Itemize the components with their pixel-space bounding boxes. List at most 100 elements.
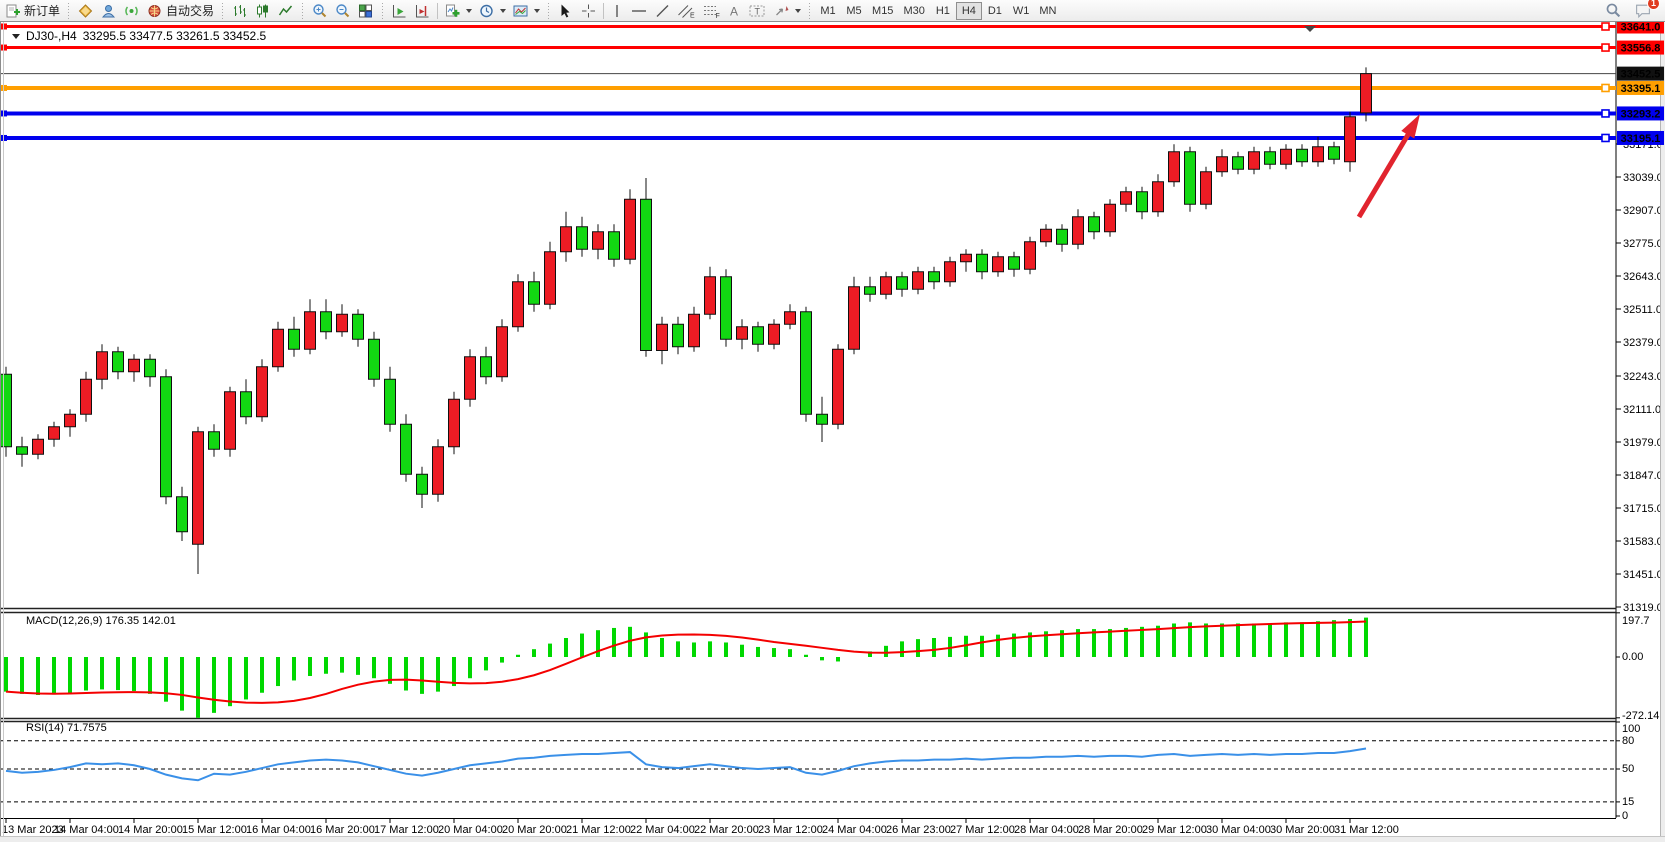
svg-text:20 Mar 04:00: 20 Mar 04:00 <box>438 824 503 836</box>
candlestick-chart-button[interactable] <box>251 1 274 21</box>
timeframe-h4[interactable]: H4 <box>955 1 982 20</box>
trendline-icon <box>656 4 669 17</box>
news-signal-button[interactable] <box>120 1 143 21</box>
dropdown-caret-icon <box>534 8 541 13</box>
price-scale[interactable]: 33171.033039.032907.032775.032643.032511… <box>1616 139 1663 822</box>
bar-chart-button[interactable] <box>228 1 251 21</box>
svg-text:29 Mar 12:00: 29 Mar 12:00 <box>1142 824 1207 836</box>
svg-text:0.00: 0.00 <box>1622 651 1643 663</box>
periods-clock-icon <box>480 4 493 17</box>
main-toolbar: 新订单 自动交易 <box>0 0 1665 22</box>
community-user-icon <box>101 4 116 17</box>
chart-symbol-period: DJ30-,H4 <box>26 29 77 43</box>
timeframe-m5[interactable]: M5 <box>846 4 862 17</box>
timeframe-mn[interactable]: MN <box>1039 4 1057 17</box>
auto-trading-button[interactable]: 自动交易 <box>143 1 217 21</box>
svg-text:T: T <box>755 6 761 16</box>
dropdown-caret-icon <box>466 8 473 13</box>
add-indicator-button[interactable] <box>441 1 475 21</box>
vertical-line-button[interactable] <box>607 1 627 21</box>
svg-text:32243.0: 32243.0 <box>1623 371 1663 383</box>
zoom-in-button[interactable] <box>308 1 331 21</box>
svg-text:15 Mar 12:00: 15 Mar 12:00 <box>182 824 247 836</box>
svg-text:33039.0: 33039.0 <box>1623 172 1663 184</box>
auto-trading-label: 自动交易 <box>166 4 215 18</box>
svg-text:32511.0: 32511.0 <box>1623 304 1662 316</box>
horizontal-line-button[interactable] <box>627 1 651 21</box>
auto-scroll-button[interactable] <box>388 1 411 21</box>
svg-text:32111.0: 32111.0 <box>1623 404 1661 416</box>
chart-background <box>0 22 1665 842</box>
timeframe-m15[interactable]: M15 <box>872 4 894 17</box>
up-arrow-annotation[interactable] <box>1356 114 1420 219</box>
svg-text:31451.0: 31451.0 <box>1623 569 1663 581</box>
toolbar-grip <box>379 2 387 19</box>
templates-button[interactable] <box>509 1 543 21</box>
fibonacci-button[interactable]: F <box>699 1 724 21</box>
chart-menu-icon[interactable] <box>12 33 20 39</box>
svg-text:33641.0: 33641.0 <box>1621 22 1661 34</box>
svg-text:33395.1: 33395.1 <box>1621 83 1661 95</box>
signal-icon <box>125 6 138 15</box>
accounts-diamond-icon <box>78 3 93 18</box>
toolbar-grip <box>65 2 73 19</box>
svg-text:20 Mar 20:00: 20 Mar 20:00 <box>502 824 567 836</box>
svg-text:22 Mar 20:00: 22 Mar 20:00 <box>694 824 759 836</box>
dropdown-caret-icon <box>795 8 802 13</box>
horizontal-line-icon <box>632 9 647 12</box>
cursor-icon <box>561 4 570 17</box>
text-button[interactable]: A <box>724 1 745 21</box>
timeframe-w1[interactable]: W1 <box>1012 4 1030 17</box>
accounts-button[interactable] <box>74 1 97 21</box>
svg-text:32907.0: 32907.0 <box>1623 205 1663 217</box>
svg-text:F: F <box>716 13 720 19</box>
svg-text:31979.0: 31979.0 <box>1623 437 1663 449</box>
svg-text:33556.8: 33556.8 <box>1621 43 1661 55</box>
rsi-layer <box>5 747 1367 782</box>
svg-text:32379.0: 32379.0 <box>1623 337 1663 349</box>
search-button[interactable] <box>1601 1 1625 21</box>
periods-button[interactable] <box>475 1 509 21</box>
arrow-shapes-button[interactable] <box>770 1 804 21</box>
price-chart-canvas[interactable]: 33171.033039.032907.032775.032643.032511… <box>0 22 1665 842</box>
line-chart-button[interactable] <box>274 1 297 21</box>
text-icon: A <box>730 4 738 18</box>
zoom-in-icon <box>313 3 327 17</box>
svg-text:30 Mar 04:00: 30 Mar 04:00 <box>1206 824 1271 836</box>
chart-shift-button[interactable] <box>411 1 434 21</box>
new-order-button[interactable]: 新订单 <box>2 1 63 21</box>
text-label-button[interactable]: T <box>745 1 770 21</box>
svg-text:28 Mar 04:00: 28 Mar 04:00 <box>1014 824 1079 836</box>
timeframe-d1[interactable]: D1 <box>987 4 1002 17</box>
bar-chart-icon <box>234 4 247 17</box>
equidistant-channel-icon: E <box>678 4 695 19</box>
tile-windows-button[interactable] <box>354 1 377 21</box>
chart-shift-marker <box>1304 26 1316 32</box>
timeframe-m30[interactable]: M30 <box>903 4 925 17</box>
svg-text:A: A <box>730 4 738 18</box>
cursor-button[interactable] <box>554 1 577 21</box>
add-indicator-icon <box>446 4 460 17</box>
zoom-out-button[interactable] <box>331 1 354 21</box>
vertical-line-icon <box>616 4 618 17</box>
community-button[interactable] <box>97 1 120 21</box>
notification-count-badge: 1 <box>1647 0 1660 10</box>
svg-text:32775.0: 32775.0 <box>1623 238 1663 250</box>
macd-layer <box>4 617 1368 718</box>
svg-text:24 Mar 04:00: 24 Mar 04:00 <box>822 824 887 836</box>
tile-windows-icon <box>359 4 373 17</box>
equidistant-channel-button[interactable]: E <box>674 1 699 21</box>
candles-layer <box>0 67 1372 574</box>
svg-text:28 Mar 20:00: 28 Mar 20:00 <box>1078 824 1143 836</box>
notifications-button[interactable]: 1 <box>1631 0 1660 21</box>
trendline-button[interactable] <box>651 1 674 21</box>
crosshair-button[interactable] <box>577 1 600 21</box>
timeframe-h1[interactable]: H1 <box>935 4 950 17</box>
timeframe-m1[interactable]: M1 <box>820 4 836 17</box>
svg-text:0: 0 <box>1622 810 1628 822</box>
templates-icon <box>513 5 528 16</box>
svg-text:50: 50 <box>1622 763 1634 775</box>
price-badges: 33641.0 33556.8 33452.5 33395.1 33293.2 33195… <box>1617 22 1664 145</box>
